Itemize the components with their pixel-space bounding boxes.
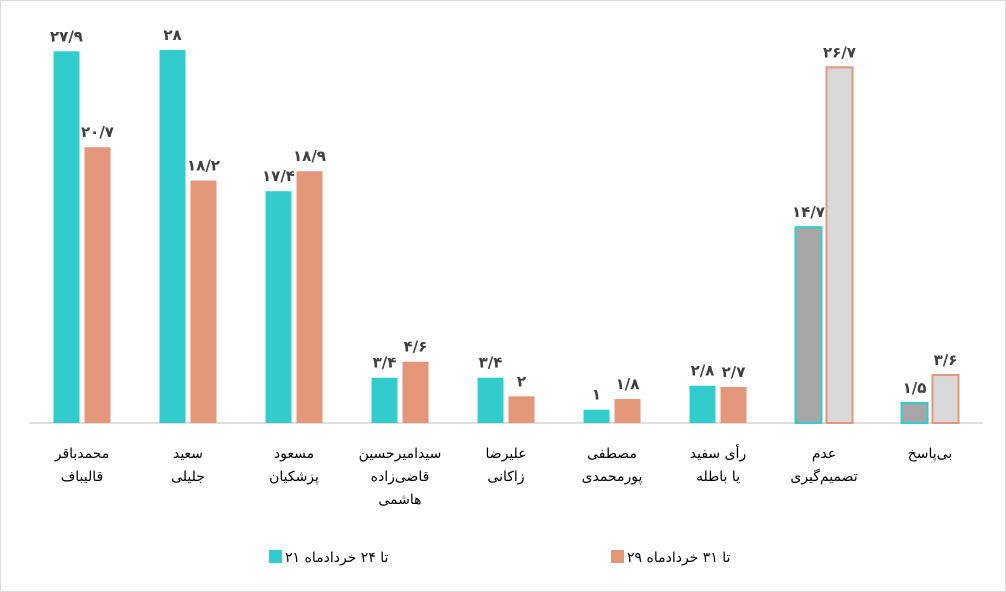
data-label-series1-4: ۳/۴ [479, 354, 503, 372]
category-label-5: مصطفی [587, 446, 637, 462]
data-label-series1-6: ۲/۸ [691, 362, 715, 380]
category-label-0: قالیباف [61, 469, 103, 485]
bar-series2-6 [720, 387, 747, 423]
category-label-4: زاکانی [487, 469, 524, 485]
bar-series2-1 [190, 180, 217, 423]
legend-label-series1: ۲۱ تا ۲۴ خردادماه [285, 550, 389, 566]
bar-series1-1 [159, 50, 186, 423]
bar-series1-6 [689, 385, 716, 423]
category-label-8: بی‌پاسخ [908, 446, 953, 462]
bar-series1-4 [477, 377, 504, 423]
category-label-6: یا باطله [696, 469, 740, 485]
category-label-4: علیرضا [485, 446, 526, 462]
category-label-7: عدم [812, 446, 836, 462]
bar-series2-2 [296, 171, 323, 423]
data-label-series1-3: ۳/۴ [373, 354, 397, 372]
data-label-series2-3: ۴/۶ [404, 338, 428, 356]
data-label-series2-2: ۱۸/۹ [293, 147, 326, 165]
data-label-series1-5: ۱ [592, 386, 601, 404]
bar-series2-0 [84, 147, 111, 423]
category-label-1: جلیلی [171, 469, 205, 485]
data-label-series1-8: ۱/۵ [903, 379, 927, 397]
data-label-series2-4: ۲ [517, 372, 526, 390]
data-label-series1-2: ۱۷/۴ [262, 167, 295, 185]
data-label-series2-6: ۲/۷ [722, 363, 746, 381]
category-label-3: قاضی‌زاده [371, 469, 430, 485]
data-label-series2-8: ۳/۶ [934, 351, 958, 369]
bar-series2-8 [931, 374, 960, 424]
bar-series1-8 [900, 402, 929, 424]
category-label-6: رأی سفید [690, 444, 746, 462]
bar-series1-2 [265, 191, 292, 423]
data-label-series2-1: ۱۸/۲ [187, 157, 220, 175]
data-label-series2-5: ۱/۸ [616, 375, 640, 393]
bar-series2-5 [614, 399, 641, 423]
category-label-5: پورمحمدی [582, 469, 643, 485]
legend-swatch-series1 [269, 550, 282, 563]
data-label-series2-7: ۲۶/۷ [823, 43, 856, 61]
data-label-series1-0: ۲۷/۹ [50, 27, 83, 45]
legend-swatch-series2 [611, 550, 624, 563]
bar-series2-7 [825, 66, 854, 424]
bar-series2-4 [508, 396, 535, 423]
bar-series1-0 [53, 51, 80, 423]
category-label-0: محمدباقر [54, 446, 110, 462]
data-label-series1-1: ۲۸ [163, 26, 181, 44]
bar-series1-3 [371, 377, 398, 423]
bar-series2-3 [402, 361, 429, 423]
bar-series1-7 [794, 226, 823, 424]
category-label-3: هاشمی [378, 492, 421, 508]
legend-label-series2: ۲۹ تا ۳۱ خردادماه [627, 550, 731, 566]
category-label-2: پزشکیان [269, 469, 319, 485]
data-label-series2-0: ۲۰/۷ [81, 123, 114, 141]
category-label-7: تصمیم‌گیری [790, 468, 857, 485]
category-label-1: سعید [173, 446, 203, 462]
category-label-2: مسعود [274, 446, 314, 462]
category-label-3: سیدامیرحسین [359, 446, 442, 462]
bar-series1-5 [583, 409, 610, 423]
data-label-series1-7: ۱۴/۷ [792, 203, 825, 221]
